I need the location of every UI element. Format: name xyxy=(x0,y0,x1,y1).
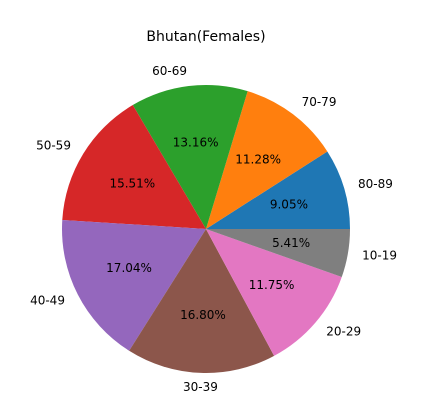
pct-label-40-49: 17.04% xyxy=(106,261,152,275)
pie-slice-20-29 xyxy=(206,229,342,356)
pie-slices xyxy=(62,85,350,374)
pct-label-80-89: 9.05% xyxy=(270,197,308,211)
slice-label-80-89: 80-89 xyxy=(358,177,393,191)
slice-label-60-69: 60-69 xyxy=(152,64,187,78)
slice-label-20-29: 20-29 xyxy=(326,325,361,339)
pct-label-50-59: 15.51% xyxy=(109,176,155,190)
slice-label-30-39: 30-39 xyxy=(183,380,218,394)
slice-label-10-19: 10-19 xyxy=(362,248,397,262)
slice-label-50-59: 50-59 xyxy=(36,139,71,153)
pie-slice-60-69 xyxy=(132,85,248,229)
slice-label-40-49: 40-49 xyxy=(30,294,65,308)
pct-label-10-19: 5.41% xyxy=(272,236,310,250)
pie-slice-40-49 xyxy=(62,219,206,351)
pct-label-30-39: 16.80% xyxy=(180,308,226,322)
pie-slice-50-59 xyxy=(62,105,207,229)
pie-slice-10-19 xyxy=(206,229,350,278)
pie-slice-30-39 xyxy=(129,229,275,374)
pie-slice-70-79 xyxy=(206,91,328,229)
pct-label-70-79: 11.28% xyxy=(235,153,281,167)
pie-slice-80-89 xyxy=(206,151,350,229)
pie-labels: 80-89 9.05% 70-79 11.28% 60-69 13.16% 50-59 15.… xyxy=(30,64,397,394)
pct-label-20-29: 11.75% xyxy=(249,278,295,292)
pct-label-60-69: 13.16% xyxy=(173,136,219,150)
chart-title: Bhutan(Females) xyxy=(146,29,265,45)
slice-label-70-79: 70-79 xyxy=(302,95,337,109)
